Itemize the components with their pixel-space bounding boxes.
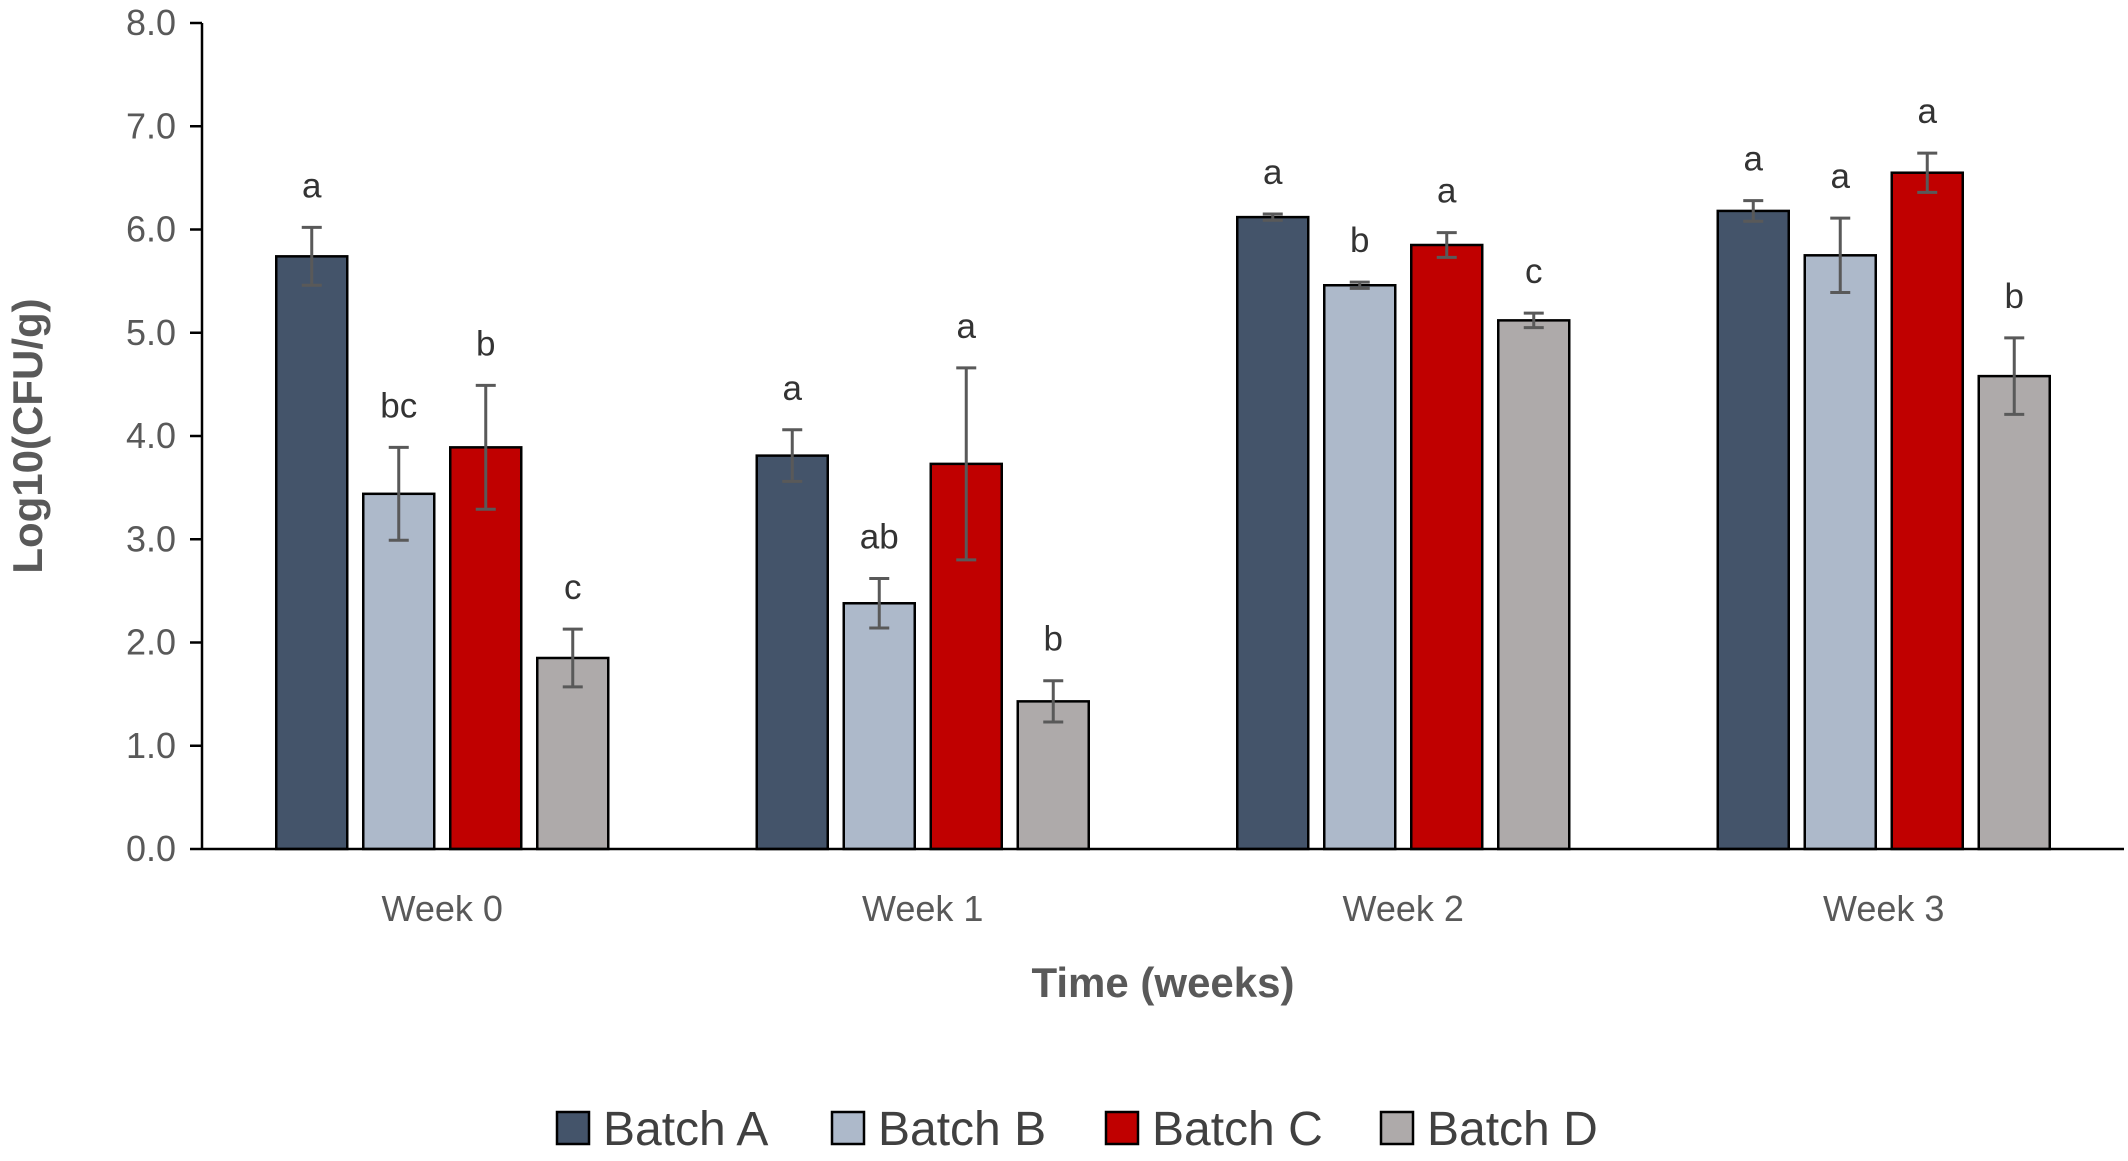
legend: Batch A Batch B Batch C Batch D xyxy=(555,1103,1598,1156)
significance-label: c xyxy=(1525,252,1543,291)
significance-label: a xyxy=(302,166,322,205)
legend-label: Batch D xyxy=(1427,1103,1598,1156)
y-tick-label: 6.0 xyxy=(126,209,176,250)
significance-label: b xyxy=(2005,277,2024,316)
x-tick-label: Week 0 xyxy=(382,888,503,929)
significance-label: ab xyxy=(860,517,899,556)
legend-label: Batch A xyxy=(603,1103,768,1156)
bar xyxy=(1236,215,1310,851)
y-tick-label: 1.0 xyxy=(126,725,176,766)
significance-label: c xyxy=(564,568,582,607)
bar xyxy=(1497,319,1571,851)
y-tick-label: 3.0 xyxy=(126,518,176,559)
significance-label: a xyxy=(1437,172,1457,211)
bar xyxy=(362,492,436,851)
significance-label: a xyxy=(1744,140,1764,179)
significance-label: a xyxy=(1831,157,1851,196)
y-tick-label: 7.0 xyxy=(126,105,176,146)
x-tick-label: Week 1 xyxy=(862,888,983,929)
legend-label: Batch B xyxy=(878,1103,1046,1156)
axes xyxy=(200,23,2124,851)
bar xyxy=(1977,374,2051,851)
y-tick-label: 0.0 xyxy=(126,828,176,869)
significance-label: b xyxy=(476,324,495,363)
x-tick-label: Week 3 xyxy=(1823,888,1944,929)
bar xyxy=(1323,284,1397,851)
significance-label: a xyxy=(957,307,977,346)
legend-swatch xyxy=(555,1110,591,1146)
x-tick-label: Week 2 xyxy=(1343,888,1464,929)
bar xyxy=(1803,254,1877,851)
bar xyxy=(275,255,349,851)
significance-label: a xyxy=(1263,153,1283,192)
significance-label: a xyxy=(1918,92,1938,131)
significance-label: a xyxy=(783,369,803,408)
significance-label: bc xyxy=(380,386,417,425)
y-axis-ticks: 0.0 1.0 2.0 3.0 4.0 5.0 6.0 7.0 8.0 xyxy=(126,2,202,869)
x-axis-labels: Week 0 Week 1 Week 2 Week 3 xyxy=(382,888,1945,929)
significance-label: b xyxy=(1350,221,1369,260)
bar xyxy=(449,446,523,851)
significance-label: b xyxy=(1044,620,1063,659)
legend-swatch xyxy=(1379,1110,1415,1146)
y-axis-title: Log10(CFU/g) xyxy=(4,298,51,573)
bar xyxy=(1890,171,1964,851)
legend-swatch xyxy=(1104,1110,1140,1146)
x-axis-title: Time (weeks) xyxy=(1031,959,1294,1006)
bar xyxy=(1410,243,1484,851)
y-tick-label: 4.0 xyxy=(126,415,176,456)
legend-swatch xyxy=(830,1110,866,1146)
y-tick-label: 2.0 xyxy=(126,622,176,663)
legend-label: Batch C xyxy=(1152,1103,1323,1156)
bar xyxy=(842,602,916,851)
y-tick-label: 5.0 xyxy=(126,312,176,353)
y-tick-label: 8.0 xyxy=(126,2,176,43)
bar xyxy=(755,454,829,851)
bar xyxy=(1716,209,1790,851)
